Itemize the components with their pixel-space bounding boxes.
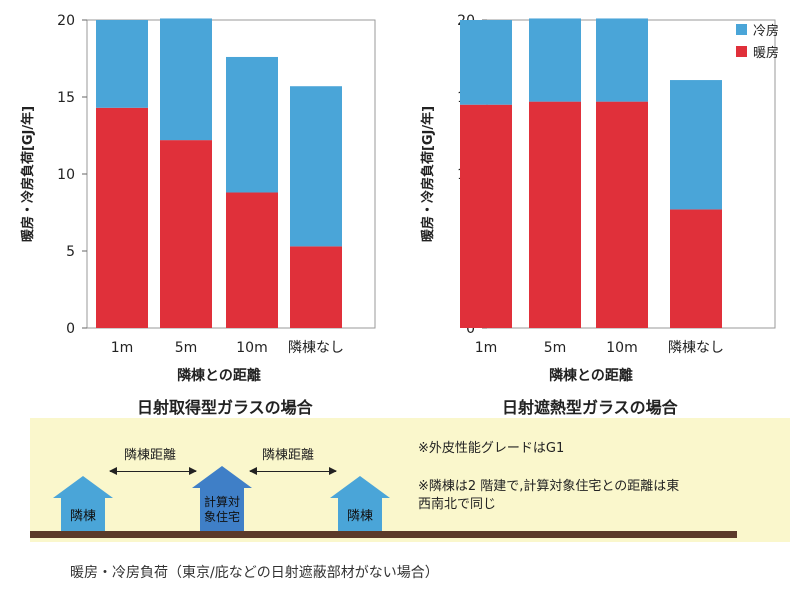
y-tick-label: 10 bbox=[57, 167, 75, 183]
bar-heating bbox=[160, 140, 212, 328]
legend-swatch-cooling bbox=[736, 23, 747, 35]
bar-cooling bbox=[226, 56, 278, 193]
legend-item-cooling: 冷房 bbox=[736, 18, 779, 40]
bar-cooling bbox=[160, 18, 212, 141]
y-axis-label: 暖房・冷房負荷[GJ/年] bbox=[420, 106, 436, 242]
neighbor-house-right: 隣棟 bbox=[330, 476, 390, 531]
chart-subtitle: 日射取得型ガラスの場合 bbox=[137, 398, 313, 417]
chart-solar-gain: 0 5 10 15 20 暖房・冷房負荷[GJ/年] 1m 5m 10m 隣棟なし隣棟との距離 日… bbox=[0, 0, 400, 420]
distance-label-right: 隣棟距離 bbox=[262, 448, 315, 463]
y-axis-label: 暖房・冷房負荷[GJ/年] bbox=[20, 106, 36, 242]
legend-label: 暖房 bbox=[753, 45, 780, 61]
x-tick-label: 隣棟なし bbox=[668, 340, 724, 356]
x-tick-label: 5m bbox=[175, 340, 198, 356]
legend-item-heating: 暖房 bbox=[736, 40, 779, 62]
bar-heating bbox=[96, 107, 148, 328]
figure-caption: 暖房・冷房負荷（東京/庇などの日射遮蔽部材がない場合） bbox=[70, 565, 439, 581]
y-tick-label: 5 bbox=[66, 244, 75, 260]
bar-heating bbox=[460, 104, 512, 328]
bar-heating bbox=[670, 209, 722, 328]
ground-line bbox=[30, 531, 737, 538]
x-tick-label: 10m bbox=[236, 340, 267, 356]
distance-arrow-left bbox=[109, 467, 197, 475]
y-tick-label: 15 bbox=[57, 90, 75, 106]
house-label: 隣棟 bbox=[61, 498, 105, 531]
bar-cooling bbox=[290, 86, 342, 247]
target-house: 計算対象住宅 bbox=[192, 466, 252, 531]
house-roof bbox=[330, 476, 390, 498]
distance-arrow-right bbox=[249, 467, 337, 475]
chart-subtitle: 日射遮熱型ガラスの場合 bbox=[502, 398, 678, 417]
note-neighbor: ※隣棟は2 階建で,計算対象住宅との距離は東西南北で同じ bbox=[418, 479, 680, 512]
bar-heating bbox=[290, 246, 342, 328]
bar-cooling bbox=[529, 18, 581, 102]
x-axis-label: 隣棟との距離 bbox=[177, 367, 261, 384]
house-label: 隣棟 bbox=[338, 498, 382, 531]
x-tick-label: 1m bbox=[111, 340, 134, 356]
house-label: 計算対象住宅 bbox=[200, 488, 244, 531]
y-tick-label: 0 bbox=[66, 321, 75, 337]
x-tick-label: 10m bbox=[606, 340, 637, 356]
house-roof bbox=[53, 476, 113, 498]
x-tick-label: 5m bbox=[544, 340, 567, 356]
x-tick-label: 隣棟なし bbox=[288, 340, 344, 356]
house-roof bbox=[192, 466, 252, 488]
note-grade: ※外皮性能グレードはG1 bbox=[418, 441, 565, 456]
bar-heating bbox=[529, 101, 581, 329]
layout-diagram bbox=[30, 418, 790, 542]
legend-label: 冷房 bbox=[753, 23, 780, 39]
bar-heating bbox=[596, 101, 648, 329]
bar-cooling bbox=[670, 80, 722, 210]
y-tick-label: 0 bbox=[466, 321, 475, 337]
bar-cooling bbox=[96, 20, 148, 108]
bar-heating bbox=[226, 192, 278, 328]
distance-label-left: 隣棟距離 bbox=[124, 448, 177, 463]
chart-legend: 冷房 暖房 bbox=[736, 18, 779, 62]
x-axis-label: 隣棟との距離 bbox=[549, 367, 633, 384]
legend-swatch-heating bbox=[736, 45, 747, 57]
bar-cooling bbox=[460, 20, 512, 105]
y-tick-label: 20 bbox=[57, 13, 75, 29]
x-tick-label: 1m bbox=[475, 340, 498, 356]
bar-cooling bbox=[596, 18, 648, 102]
neighbor-house-left: 隣棟 bbox=[53, 476, 113, 531]
